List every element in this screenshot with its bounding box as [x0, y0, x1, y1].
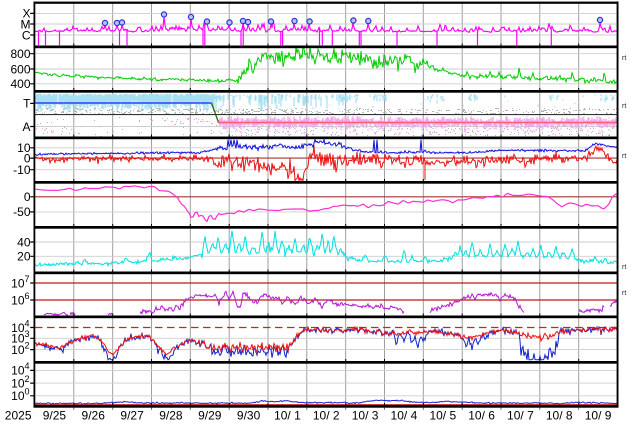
- svg-text:400: 400: [10, 77, 30, 91]
- svg-text:10: 10: [11, 343, 25, 357]
- svg-text:10/ 1: 10/ 1: [274, 409, 301, 423]
- svg-text:9/27: 9/27: [120, 409, 144, 423]
- svg-text:2025: 2025: [5, 409, 32, 423]
- svg-text:0: 0: [24, 190, 31, 204]
- svg-text:10: 10: [11, 321, 25, 335]
- svg-text:10/ 4: 10/ 4: [391, 409, 418, 423]
- svg-text:9/28: 9/28: [159, 409, 183, 423]
- svg-text:10: 10: [11, 293, 25, 307]
- svg-text:800: 800: [10, 47, 30, 61]
- svg-text:10/ 2: 10/ 2: [313, 409, 340, 423]
- svg-text:9/29: 9/29: [198, 409, 222, 423]
- svg-text:C: C: [22, 28, 31, 42]
- svg-text:10/ 8: 10/ 8: [546, 409, 573, 423]
- svg-text:10/ 3: 10/ 3: [352, 409, 379, 423]
- svg-text:4: 4: [25, 361, 30, 371]
- svg-text:10/ 7: 10/ 7: [507, 409, 534, 423]
- svg-text:rt: rt: [622, 290, 626, 297]
- svg-text:0: 0: [24, 151, 31, 165]
- svg-text:600: 600: [10, 62, 30, 76]
- svg-text:10: 10: [17, 141, 31, 155]
- svg-text:A: A: [22, 120, 30, 134]
- svg-text:20: 20: [17, 250, 31, 264]
- svg-text:10/ 6: 10/ 6: [468, 409, 495, 423]
- svg-text:T: T: [23, 97, 31, 111]
- svg-text:rt: rt: [622, 153, 626, 160]
- svg-text:9/25: 9/25: [43, 409, 67, 423]
- svg-text:4: 4: [25, 318, 30, 328]
- svg-text:10/ 9: 10/ 9: [585, 409, 612, 423]
- svg-text:rt: rt: [622, 55, 626, 62]
- svg-text:2: 2: [25, 374, 30, 384]
- svg-text:X: X: [22, 7, 30, 21]
- svg-text:3: 3: [25, 329, 30, 339]
- svg-text:9/30: 9/30: [237, 409, 261, 423]
- svg-text:-50: -50: [13, 205, 31, 219]
- svg-text:7: 7: [25, 274, 30, 284]
- svg-text:10/ 5: 10/ 5: [429, 409, 456, 423]
- svg-text:M: M: [21, 17, 31, 31]
- svg-text:-10: -10: [13, 163, 31, 177]
- svg-text:rt: rt: [622, 103, 626, 110]
- svg-text:6: 6: [25, 291, 30, 301]
- svg-text:0: 0: [25, 387, 30, 397]
- svg-text:10: 10: [11, 389, 25, 403]
- svg-text:10: 10: [11, 376, 25, 390]
- svg-text:2: 2: [25, 340, 30, 350]
- svg-text:10: 10: [11, 276, 25, 290]
- svg-text:9/26: 9/26: [82, 409, 106, 423]
- svg-text:10: 10: [11, 364, 25, 378]
- svg-text:40: 40: [17, 235, 31, 249]
- svg-text:rt: rt: [622, 264, 626, 271]
- svg-text:10: 10: [11, 332, 25, 346]
